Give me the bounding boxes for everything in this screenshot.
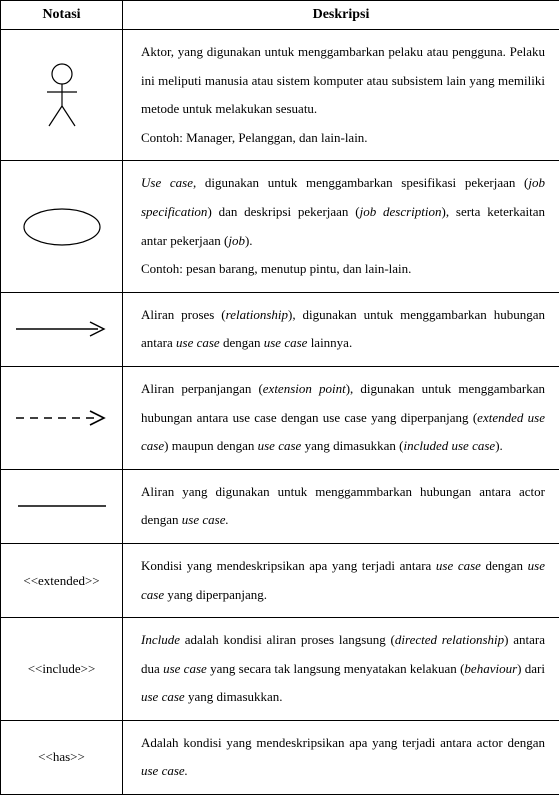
has-desc: Adalah kondisi yang mendeskripsikan apa … [123,720,559,794]
row-include: <<include>> Include adalah kondisi alira… [1,618,559,721]
extended-desc: Kondisi yang mendeskripsikan apa yang te… [123,543,559,617]
row-relationship: Aliran proses (relationship), digunakan … [1,292,559,366]
usecase-t4: ) dan deskripsi pekerjaan ( [207,204,359,219]
actor-icon-cell [1,30,123,161]
row-actor: Aktor, yang digunakan untuk menggambarka… [1,30,559,161]
actor-example: Contoh: Manager, Pelanggan, dan lain-lai… [141,130,368,145]
line-icon [12,496,112,516]
extended-label-cell: <<extended>> [1,543,123,617]
has-label: <<has>> [38,749,85,764]
row-usecase: Use case, digunakan untuk menggambarkan … [1,161,559,292]
usecase-t7: job [228,233,245,248]
extd-t1: Kondisi yang mendeskripsikan apa yang te… [141,558,436,573]
notation-table: Notasi Deskripsi Aktor, yang digunakan u… [0,0,559,795]
row-association: Aliran yang digunakan untuk menggammbark… [1,469,559,543]
row-extension: Aliran perpanjangan (extension point), d… [1,366,559,469]
assoc-t2: use case. [182,512,229,527]
relationship-icon-cell [1,292,123,366]
include-label: <<include>> [28,661,96,676]
rel-t1: Aliran proses ( [141,307,226,322]
arrow-dashed-icon [12,406,112,430]
has-t2: use case. [141,763,188,778]
ext-t5: ) maupun dengan [164,438,258,453]
extd-t3: dengan [481,558,528,573]
rel-t2: relationship [226,307,288,322]
rel-t6: use case [264,335,308,350]
header-notasi: Notasi [1,1,123,30]
include-desc: Include adalah kondisi aliran proses lan… [123,618,559,721]
inc-t5: use case [163,661,207,676]
actor-desc: Aktor, yang digunakan untuk menggambarka… [123,30,559,161]
inc-t2: adalah kondisi aliran proses langsung ( [180,632,395,647]
usecase-t5: job description [360,204,442,219]
rel-t4: use case [176,335,220,350]
extension-desc: Aliran perpanjangan (extension point), d… [123,366,559,469]
inc-t10: yang dimasukkan. [185,689,283,704]
inc-t3: directed relationship [395,632,504,647]
has-t1: Adalah kondisi yang mendeskripsikan apa … [141,735,545,750]
usecase-example: Contoh: pesan barang, menutup pintu, dan… [141,261,411,276]
usecase-t2: , digunakan untuk menggambarkan spesifik… [193,175,528,190]
ext-t8: included use case [403,438,495,453]
extd-t5: yang diperpanjang. [164,587,267,602]
table-header-row: Notasi Deskripsi [1,1,559,30]
usecase-icon-cell [1,161,123,292]
ext-t2: extension point [263,381,346,396]
row-has: <<has>> Adalah kondisi yang mendeskripsi… [1,720,559,794]
ext-t6: use case [258,438,302,453]
extension-icon-cell [1,366,123,469]
ext-t7: yang dimasukkan ( [301,438,403,453]
usecase-t8: ). [245,233,253,248]
association-desc: Aliran yang digunakan untuk menggammbark… [123,469,559,543]
usecase-icon [17,202,107,252]
inc-t9: use case [141,689,185,704]
include-label-cell: <<include>> [1,618,123,721]
row-extended: <<extended>> Kondisi yang mendeskripsika… [1,543,559,617]
inc-t6: yang secara tak langsung menyatakan kela… [207,661,465,676]
inc-t1: Include [141,632,180,647]
association-icon-cell [1,469,123,543]
inc-t8: ) dari [517,661,545,676]
rel-t7: lainnya. [307,335,352,350]
relationship-desc: Aliran proses (relationship), digunakan … [123,292,559,366]
ext-t1: Aliran perpanjangan ( [141,381,263,396]
actor-icon [37,60,87,130]
has-label-cell: <<has>> [1,720,123,794]
arrow-solid-icon [12,317,112,341]
extd-t2: use case [436,558,481,573]
usecase-desc: Use case, digunakan untuk menggambarkan … [123,161,559,292]
usecase-t1: Use case [141,175,193,190]
inc-t7: behaviour [464,661,517,676]
header-deskripsi: Deskripsi [123,1,559,30]
rel-t5: dengan [220,335,264,350]
extended-label: <<extended>> [23,573,99,588]
actor-desc-text: Aktor, yang digunakan untuk menggambarka… [141,44,545,116]
ext-t9: ). [495,438,503,453]
